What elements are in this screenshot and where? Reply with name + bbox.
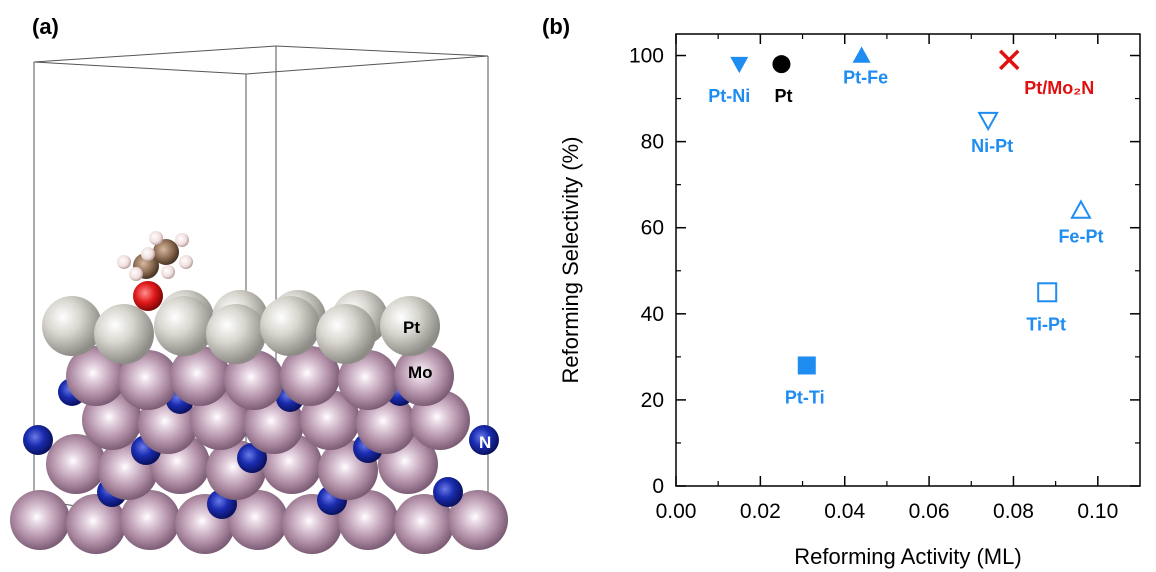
atom-label-mo: Mo (408, 363, 433, 382)
atom-h (161, 265, 175, 279)
atom-pt (94, 304, 154, 364)
atom-pt (316, 304, 376, 364)
panel-b-chart: (b) 0.00 0.02 0.04 0.06 0.08 0.10 0 20 40 60 80 10… (542, 14, 1141, 569)
y-axis-ticks: 0 20 40 60 80 100 (629, 45, 1140, 498)
atom-h (141, 247, 155, 261)
x-tick-label: 0.06 (909, 500, 950, 523)
atom-pt (260, 296, 320, 356)
atom-n (237, 443, 267, 473)
panel-a-structure: (a) Pt Mo N (10, 14, 508, 554)
point-marker (797, 356, 816, 375)
atom-mo (46, 434, 106, 494)
atom-n (433, 477, 463, 507)
atom-n (469, 425, 499, 455)
point-label: Pt-Fe (843, 68, 888, 88)
data-point-labels: Pt-Ni Pt Pt-Fe Pt/Mo₂N Ni-Pt Fe-Pt Ti-Pt Pt-Ti (708, 68, 1103, 408)
point-label: Pt/Mo₂N (1024, 78, 1094, 98)
atom-pt (206, 304, 266, 364)
panel-b-label: (b) (542, 14, 570, 39)
point-marker (852, 46, 871, 63)
atom-pt (154, 296, 214, 356)
atom-mo (338, 350, 398, 410)
point-marker (998, 49, 1020, 71)
atom-pt (380, 296, 440, 356)
x-tick-label: 0.10 (1077, 500, 1118, 523)
y-axis-title: Reforming Selectivity (%) (558, 137, 583, 384)
atom-mo (120, 490, 180, 550)
atom-h (179, 255, 193, 269)
point-marker (772, 55, 791, 74)
atom-mo (394, 346, 454, 406)
x-axis-ticks: 0.00 0.02 0.04 0.06 0.08 0.10 (656, 34, 1118, 523)
x-tick-label: 0.08 (993, 500, 1034, 523)
atom-mo (118, 350, 178, 410)
atom-mo (10, 490, 70, 550)
point-label: Fe-Pt (1058, 226, 1103, 246)
x-axis-title: Reforming Activity (ML) (794, 544, 1021, 569)
point-marker (1070, 199, 1092, 219)
point-label: Pt-Ni (708, 86, 750, 106)
atom-mo (66, 494, 126, 554)
atom-h (175, 233, 189, 247)
point-label: Ti-Pt (1026, 314, 1066, 334)
atom-h (149, 231, 163, 245)
atom-h (117, 255, 131, 269)
x-tick-label: 0.02 (740, 500, 781, 523)
y-tick-label: 100 (629, 45, 664, 68)
x-tick-label: 0.00 (656, 500, 697, 523)
plot-frame (675, 33, 1141, 487)
point-label: Pt-Ti (785, 387, 825, 407)
y-tick-label: 40 (641, 303, 664, 326)
y-tick-label: 60 (641, 217, 664, 240)
point-marker (977, 111, 999, 132)
atom-mo (170, 346, 230, 406)
atom-cluster (10, 231, 508, 554)
point-label: Pt (774, 86, 792, 106)
atom-label-n: N (479, 433, 491, 452)
panel-a-label: (a) (32, 14, 59, 39)
atom-mo (224, 350, 284, 410)
y-tick-label: 0 (652, 475, 664, 498)
data-points (730, 46, 1092, 375)
atom-h (129, 267, 143, 281)
atom-mo (448, 490, 508, 550)
atom-n (23, 425, 53, 455)
atom-mo (280, 346, 340, 406)
y-tick-label: 80 (641, 131, 664, 154)
y-tick-label: 20 (641, 389, 664, 412)
point-marker (730, 56, 749, 74)
atom-mo (228, 490, 288, 550)
point-label: Ni-Pt (971, 136, 1013, 156)
atom-mo (394, 494, 454, 554)
atom-o (133, 281, 163, 311)
point-marker (1037, 282, 1058, 303)
atom-label-pt: Pt (403, 318, 420, 337)
atom-c (153, 239, 179, 265)
atom-mo (338, 490, 398, 550)
atom-pt (42, 296, 102, 356)
x-tick-label: 0.04 (824, 500, 865, 523)
